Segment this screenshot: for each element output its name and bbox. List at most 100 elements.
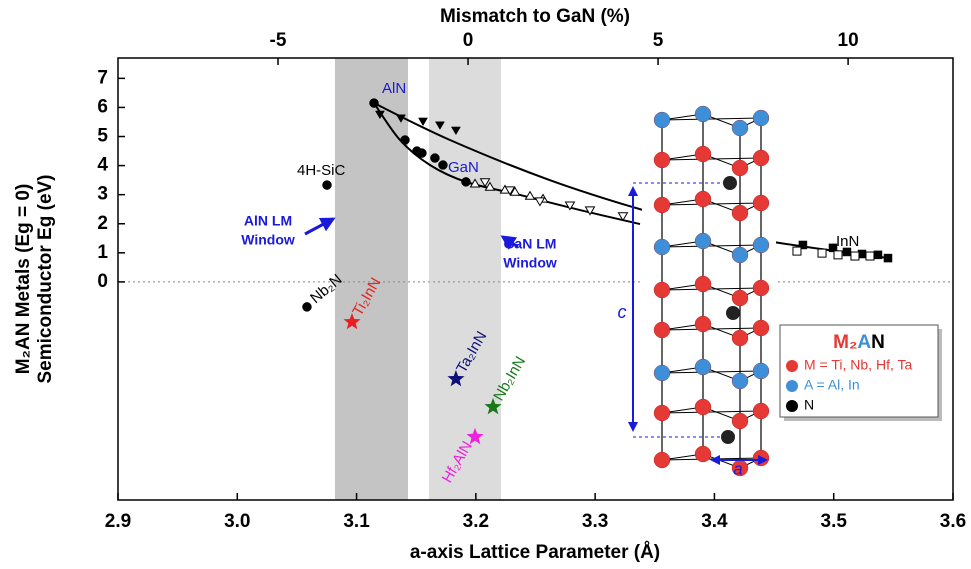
star-point	[466, 427, 484, 445]
point-label: InN	[836, 233, 859, 250]
data-point	[524, 190, 536, 200]
x-tick-label: 3.5	[821, 511, 848, 532]
x-tick-label: 3.6	[940, 511, 966, 532]
y-tick-label: 6	[97, 96, 108, 117]
atom	[752, 279, 770, 297]
legend-swatch	[786, 360, 798, 372]
data-point	[873, 250, 883, 260]
atom	[653, 151, 671, 169]
annotation: Window	[503, 255, 557, 271]
atom	[731, 372, 749, 390]
atom	[653, 281, 671, 299]
atom	[694, 315, 712, 333]
c-label: c	[618, 302, 627, 322]
legend-label: M = Ti, Nb, Hf, Ta	[804, 357, 912, 373]
data-point	[833, 250, 843, 260]
x-axis-label: a-axis Lattice Parameter (Å)	[410, 542, 660, 563]
atom	[694, 232, 712, 250]
atom	[731, 412, 749, 430]
data-point	[430, 153, 440, 163]
atom	[752, 362, 770, 380]
atom	[731, 119, 749, 137]
data-point	[369, 98, 379, 108]
a-label: a	[733, 459, 742, 478]
x2-tick-label: -5	[270, 30, 287, 51]
atom-n	[723, 176, 737, 190]
x-tick-label: 3.1	[343, 511, 370, 532]
legend-label: N	[804, 397, 814, 413]
point-label: AlN	[382, 80, 406, 97]
atom	[731, 289, 749, 307]
data-point	[461, 177, 471, 187]
data-point	[828, 243, 838, 253]
atom	[694, 275, 712, 293]
atom	[653, 238, 671, 256]
atom	[731, 204, 749, 222]
atom	[694, 145, 712, 163]
annotation-arrow	[500, 235, 519, 250]
star-point	[343, 313, 361, 330]
atom-n	[721, 430, 735, 444]
data-point	[509, 186, 521, 196]
x-tick-label: 2.9	[105, 511, 131, 532]
atom-n	[726, 306, 740, 320]
legend-swatch	[786, 400, 798, 412]
point-label: GaN	[448, 159, 479, 176]
y-tick-label: 2	[97, 213, 108, 234]
atom	[752, 319, 770, 337]
atom	[731, 246, 749, 264]
data-point	[792, 246, 802, 256]
atom	[653, 451, 671, 469]
atom	[694, 358, 712, 376]
data-point	[469, 178, 481, 188]
atom	[752, 402, 770, 420]
atom	[653, 196, 671, 214]
data-point	[564, 201, 576, 211]
legend-title-part: N	[871, 332, 885, 353]
atom	[752, 149, 770, 167]
x-tick-label: 3.3	[582, 511, 608, 532]
annotation-arrow	[304, 217, 336, 236]
plot-frame	[117, 57, 954, 501]
point-label: 4H-SiC	[297, 162, 346, 179]
legend-title: M₂AN	[833, 332, 885, 353]
data-point	[798, 240, 808, 250]
atom	[653, 111, 671, 129]
data-point	[375, 110, 385, 120]
y-tick-label: 1	[97, 242, 108, 263]
data-point	[850, 251, 860, 261]
atom	[752, 449, 770, 467]
window-band	[428, 58, 502, 500]
annotation: AlN LM	[244, 213, 292, 229]
legend-swatch	[786, 380, 798, 392]
atom	[731, 159, 749, 177]
atom	[653, 404, 671, 422]
atom	[694, 105, 712, 123]
star-point	[484, 397, 502, 415]
legend-title-part: M₂	[833, 332, 857, 353]
data-point	[883, 253, 893, 263]
atom	[694, 445, 712, 463]
legend-box	[779, 324, 939, 418]
data-point	[504, 186, 516, 196]
x-tick-label: 3.2	[463, 511, 489, 532]
x2-tick-label: 5	[653, 30, 664, 51]
y-tick-label: 3	[97, 184, 108, 205]
atom	[752, 236, 770, 254]
atom	[752, 109, 770, 127]
data-point	[322, 180, 332, 190]
data-point	[417, 148, 427, 158]
data-point	[302, 302, 312, 312]
data-point	[817, 248, 827, 258]
y-tick-label: 5	[97, 126, 108, 147]
star-point	[447, 370, 465, 387]
atom	[653, 321, 671, 339]
data-point	[450, 126, 461, 136]
data-point	[865, 251, 875, 261]
x-tick-label: 3.0	[224, 511, 250, 532]
atom	[731, 329, 749, 347]
x-tick-label: 3.4	[701, 511, 728, 532]
data-point	[584, 206, 596, 216]
atom	[752, 194, 770, 212]
data-point	[617, 212, 629, 222]
